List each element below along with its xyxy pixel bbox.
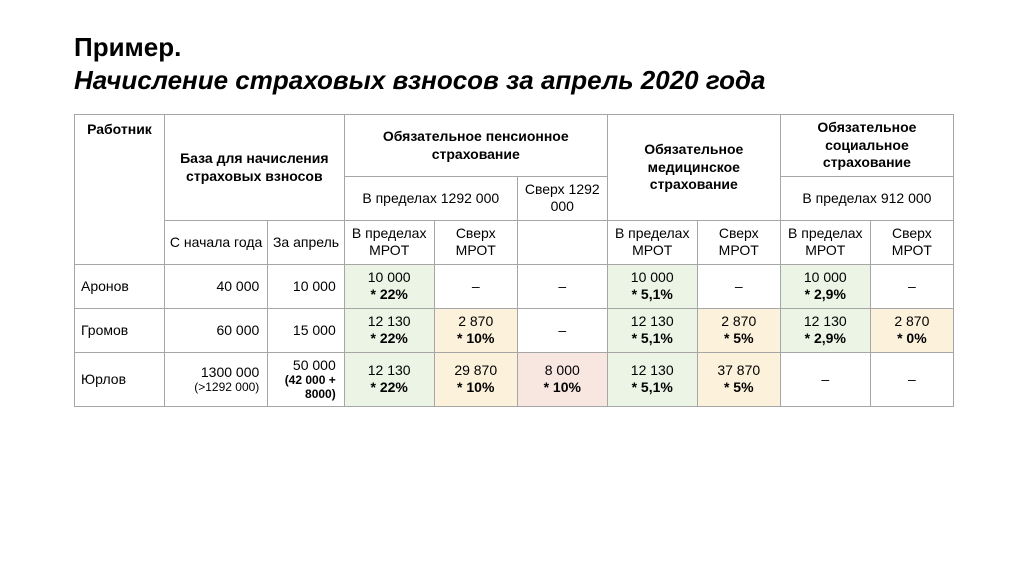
table-row: Громов60 00015 00012 130* 22%2 870* 10%–… (75, 308, 954, 352)
pension-within-mrot: 12 130* 22% (344, 352, 434, 406)
hdr-base-apr: За апрель (268, 220, 344, 264)
title-line2: Начисление страховых взносов за апрель 2… (74, 65, 964, 96)
medical-within-mrot: 12 130* 5,1% (607, 352, 697, 406)
page: Пример. Начисление страховых взносов за … (0, 0, 1024, 407)
medical-over-mrot: 37 870* 5% (697, 352, 780, 406)
hdr-pension: Обязательное пенсионное страхование (344, 115, 607, 177)
base-ytd: 40 000 (164, 264, 267, 308)
base-apr: 10 000 (268, 264, 344, 308)
pension-within-mrot: 12 130* 22% (344, 308, 434, 352)
hdr-pen-excess (517, 220, 607, 264)
title-line1: Пример. (74, 32, 964, 63)
row-name: Юрлов (75, 352, 165, 406)
contributions-table: Работник База для начисления страховых в… (74, 114, 954, 407)
pension-over-limit: – (517, 308, 607, 352)
social-within-mrot: 10 000* 2,9% (780, 264, 870, 308)
hdr-pension-limit: В пределах 1292 000 (344, 176, 517, 220)
base-ytd: 1300 000(>1292 000) (164, 352, 267, 406)
hdr-med-within-mrot: В пределах МРОТ (607, 220, 697, 264)
hdr-med-over-mrot: Сверх МРОТ (697, 220, 780, 264)
pension-over-mrot: 2 870* 10% (434, 308, 517, 352)
medical-within-mrot: 12 130* 5,1% (607, 308, 697, 352)
hdr-soc-over-mrot: Сверх МРОТ (870, 220, 953, 264)
social-over-mrot: 2 870* 0% (870, 308, 953, 352)
hdr-pen-within-mrot: В пределах МРОТ (344, 220, 434, 264)
medical-within-mrot: 10 000* 5,1% (607, 264, 697, 308)
pension-over-limit: – (517, 264, 607, 308)
row-name: Аронов (75, 264, 165, 308)
hdr-pen-over-mrot: Сверх МРОТ (434, 220, 517, 264)
hdr-pension-over: Сверх 1292 000 (517, 176, 607, 220)
hdr-social: Обязательное социальное страхование (780, 115, 953, 177)
pension-over-limit: 8 000* 10% (517, 352, 607, 406)
pension-within-mrot: 10 000* 22% (344, 264, 434, 308)
social-within-mrot: – (780, 352, 870, 406)
base-apr: 50 000(42 000 + 8000) (268, 352, 344, 406)
hdr-base-ytd: С начала года (164, 220, 267, 264)
hdr-base: База для начисления страховых взносов (164, 115, 344, 221)
hdr-social-limit: В пределах 912 000 (780, 176, 953, 220)
medical-over-mrot: 2 870* 5% (697, 308, 780, 352)
table-row: Аронов40 00010 00010 000* 22%––10 000* 5… (75, 264, 954, 308)
pension-over-mrot: – (434, 264, 517, 308)
base-apr: 15 000 (268, 308, 344, 352)
hdr-worker: Работник (75, 115, 165, 265)
base-ytd: 60 000 (164, 308, 267, 352)
hdr-medical: Обязательное медицинское страхование (607, 115, 780, 221)
medical-over-mrot: – (697, 264, 780, 308)
social-within-mrot: 12 130* 2,9% (780, 308, 870, 352)
social-over-mrot: – (870, 264, 953, 308)
social-over-mrot: – (870, 352, 953, 406)
pension-over-mrot: 29 870* 10% (434, 352, 517, 406)
hdr-soc-within-mrot: В пределах МРОТ (780, 220, 870, 264)
table-row: Юрлов1300 000(>1292 000)50 000(42 000 + … (75, 352, 954, 406)
row-name: Громов (75, 308, 165, 352)
